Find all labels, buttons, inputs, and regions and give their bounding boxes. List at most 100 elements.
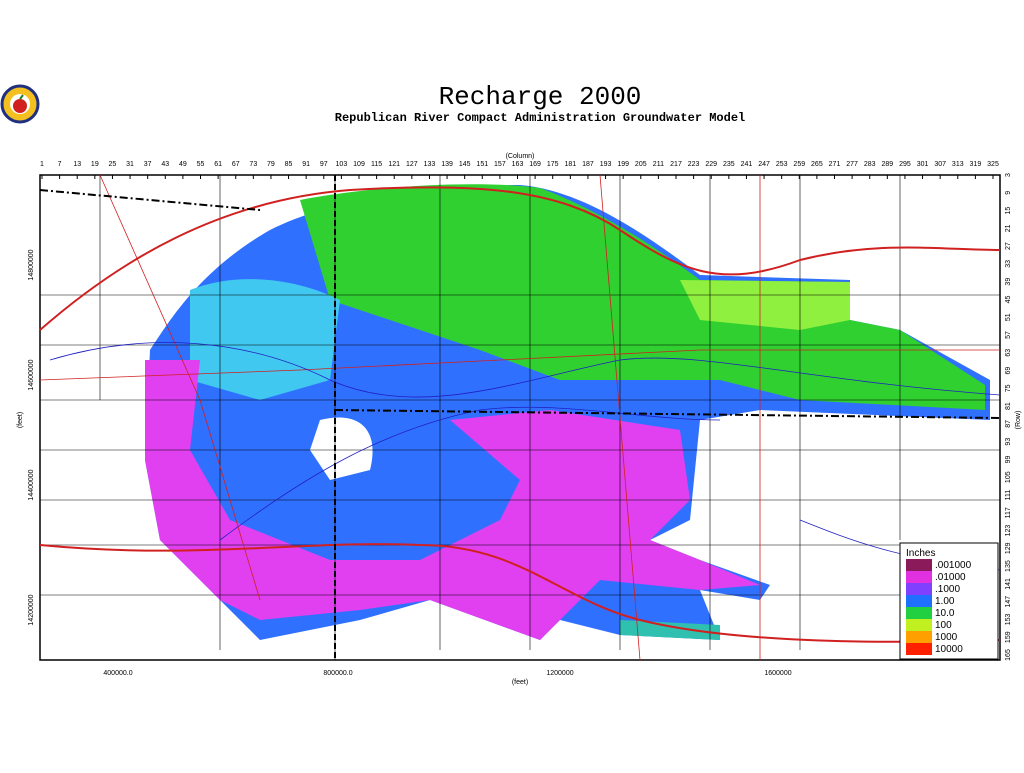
row-tick-label: 111 [1005,490,1012,501]
row-tick-label: 87 [1005,420,1012,428]
column-tick-label: 229 [705,161,717,168]
y-label: (feet) [17,412,24,428]
column-tick-label: 295 [899,161,911,168]
y-tick-label: 14800000 [28,249,35,280]
region-magenta [145,360,760,640]
row-tick-label: 81 [1005,402,1012,410]
map-area [39,174,1001,661]
column-tick-label: 319 [970,161,982,168]
x-tick-label: 1600000 [764,670,791,677]
row-tick-label: 63 [1005,349,1012,357]
legend: Inches .001000.01000.10001.0010.01001000… [899,542,999,660]
row-tick-label: 21 [1005,224,1012,232]
legend-swatch [906,619,932,631]
row-tick-label: 129 [1005,542,1012,554]
column-tick-label: 265 [811,161,823,168]
column-label: (Column) [506,153,535,160]
column-tick-label: 25 [109,161,117,168]
legend-label: .1000 [935,584,960,595]
legend-label: .001000 [935,560,972,571]
row-tick-label: 15 [1005,207,1012,215]
region-teal [620,620,720,640]
legend-label: 10000 [935,644,963,655]
legend-swatch [906,595,932,607]
column-tick-label: 211 [653,161,664,168]
column-tick-label: 79 [267,161,275,168]
legend-title: Inches [906,548,935,559]
subtitle: Republican River Compact Administration … [335,111,745,125]
logo [0,84,40,124]
region-cyan [190,279,340,400]
row-tick-label: 69 [1005,367,1012,375]
column-tick-label: 307 [934,161,946,168]
row-tick-label: 99 [1005,455,1012,463]
column-tick-label: 205 [635,161,647,168]
column-tick-label: 289 [881,161,893,168]
region-light-green [680,280,850,330]
column-tick-label: 121 [388,161,400,168]
column-tick-label: 49 [179,161,187,168]
column-tick-label: 73 [249,161,257,168]
row-tick-label: 147 [1005,596,1012,608]
region-green [300,184,985,410]
row-tick-label: 153 [1005,614,1012,626]
column-tick-label: 313 [952,161,964,168]
column-tick-label: 85 [285,161,293,168]
row-tick-label: 45 [1005,295,1012,303]
legend-swatch [906,631,932,643]
column-tick-label: 241 [741,161,753,168]
title: Recharge 2000 [439,82,642,112]
y-tick-label: 14600000 [28,359,35,390]
column-tick-label: 217 [670,161,682,168]
column-tick-label: 115 [371,161,382,168]
column-tick-label: 247 [758,161,770,168]
column-tick-label: 7 [58,161,62,168]
row-tick-label: 51 [1005,313,1012,321]
row-tick-label: 117 [1005,507,1012,518]
column-tick-label: 127 [406,161,418,168]
x-tick-label: 1200000 [546,670,573,677]
x-tick-label: 800000.0 [323,670,352,677]
column-tick-label: 253 [776,161,788,168]
legend-swatch [906,607,932,619]
y-tick-label: 14400000 [28,469,35,500]
y-tick-label: 14200000 [28,594,35,625]
column-tick-label: 259 [793,161,805,168]
column-tick-label: 37 [144,161,152,168]
row-tick-label: 93 [1005,438,1012,446]
column-tick-label: 91 [302,161,310,168]
column-tick-label: 145 [459,161,471,168]
row-tick-label: 9 [1005,191,1012,195]
roads [39,174,1001,661]
column-tick-label: 175 [547,161,559,168]
legend-label: .01000 [935,572,966,583]
column-tick-label: 163 [512,161,524,168]
legend-label: 1000 [935,632,958,643]
column-tick-label: 55 [197,161,205,168]
column-tick-label: 43 [161,161,169,168]
column-tick-label: 169 [529,161,541,168]
column-tick-label: 97 [320,161,328,168]
column-tick-label: 157 [494,161,506,168]
column-tick-label: 109 [353,161,365,168]
row-tick-label: 165 [1005,649,1012,661]
row-tick-label: 39 [1005,278,1012,286]
column-tick-label: 199 [617,161,629,168]
column-tick-label: 277 [846,161,858,168]
column-tick-label: 193 [600,161,612,168]
column-tick-label: 301 [917,161,929,168]
column-tick-label: 271 [829,161,841,168]
column-tick-label: 61 [214,161,222,168]
row-tick-label: 27 [1005,242,1012,250]
state-lines [39,189,1001,419]
column-tick-label: 139 [441,161,453,168]
x-label: (feet) [512,679,528,686]
row-tick-label: 75 [1005,384,1012,392]
row-tick-label: 57 [1005,331,1012,339]
x-tick-label: 400000.0 [103,670,132,677]
column-tick-label: 187 [582,161,594,168]
legend-swatch [906,559,932,571]
column-tick-label: 235 [723,161,735,168]
row-tick-label: 3 [1005,173,1012,177]
